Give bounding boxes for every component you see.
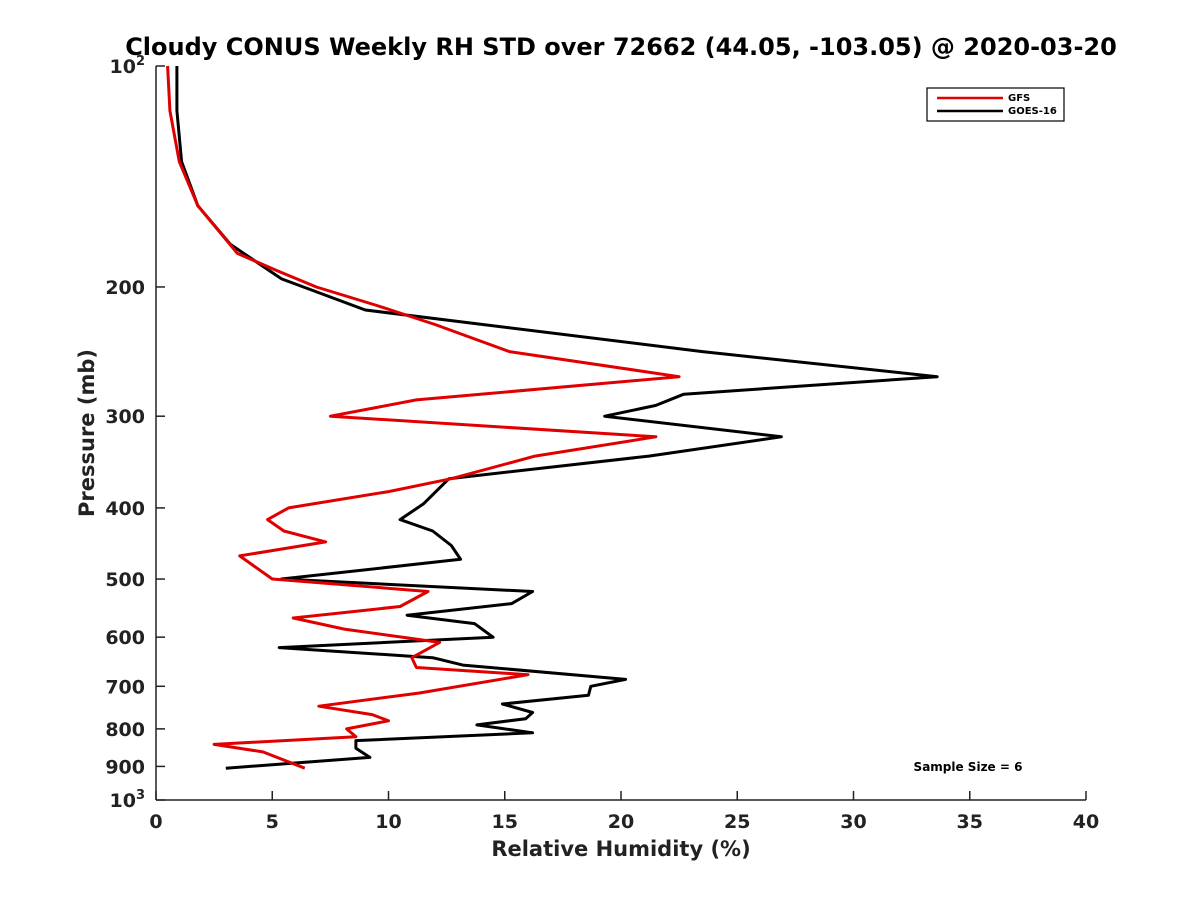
x-tick-label: 0 <box>149 811 162 833</box>
x-tick-label: 35 <box>957 811 983 833</box>
y-tick-label: 103 <box>110 788 146 812</box>
y-tick-label: 300 <box>105 406 145 428</box>
legend: GFS GOES-16 <box>926 87 1065 122</box>
legend-box <box>926 87 1065 122</box>
chart-title: Cloudy CONUS Weekly RH STD over 72662 (4… <box>125 33 1117 61</box>
x-tick-label: 30 <box>840 811 866 833</box>
series-line-gfs <box>166 65 681 770</box>
y-tick-label: 600 <box>105 627 145 649</box>
y-tick-label: 400 <box>105 498 145 520</box>
x-tick-label: 15 <box>492 811 518 833</box>
x-axis-ticks: 0 5 10 15 20 25 30 35 40 <box>149 791 1099 833</box>
x-tick-label: 20 <box>608 811 634 833</box>
sample-size-annotation: Sample Size = 6 <box>914 760 1023 774</box>
y-axis-label: Pressure (mb) <box>75 349 99 517</box>
y-tick-exponent: 2 <box>136 54 145 69</box>
x-tick-label: 25 <box>724 811 750 833</box>
y-tick-label: 800 <box>105 719 145 741</box>
legend-label-gfs: GFS <box>1008 93 1030 104</box>
x-axis-label: Relative Humidity (%) <box>491 837 750 861</box>
y-axis-ticks: 102 200 300 400 500 600 700 800 900 103 <box>105 54 165 812</box>
x-tick-label: 40 <box>1073 811 1099 833</box>
y-tick-label: 500 <box>105 569 145 591</box>
x-tick-label: 10 <box>375 811 401 833</box>
legend-label-goes-16: GOES-16 <box>1008 106 1057 117</box>
x-tick-label: 5 <box>266 811 279 833</box>
y-tick-label: 900 <box>105 756 145 778</box>
y-tick-label: 200 <box>105 277 145 299</box>
y-tick-label: 700 <box>105 676 145 698</box>
y-tick-label: 102 <box>110 54 146 78</box>
series-layer <box>166 65 939 770</box>
series-line-goes-16 <box>175 66 939 770</box>
y-tick-exponent: 3 <box>136 788 145 803</box>
